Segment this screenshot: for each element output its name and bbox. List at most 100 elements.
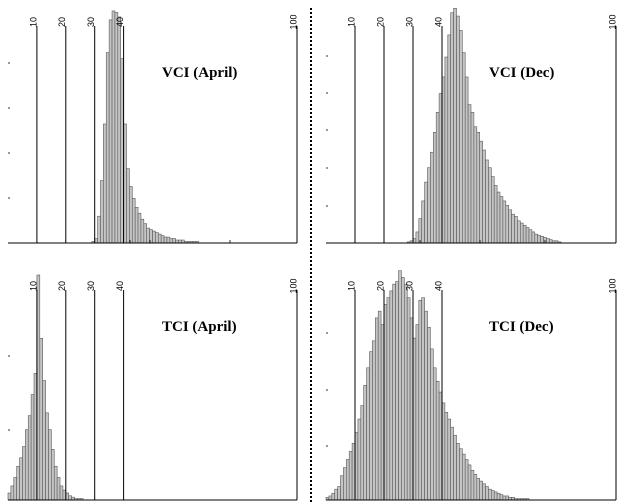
histogram-bar (470, 112, 475, 244)
histogram-bar (505, 495, 509, 501)
histogram-bar (502, 495, 507, 501)
histogram-bar (496, 492, 501, 501)
reference-label-30: 30 (86, 281, 96, 291)
histogram-bar (415, 324, 420, 501)
histogram-bar (398, 270, 402, 501)
histogram-bar (537, 234, 541, 244)
reference-label-100: 100 (288, 278, 298, 293)
histogram-bar (155, 232, 159, 244)
histogram-bar (418, 300, 422, 501)
histogram-bar (418, 218, 422, 244)
histogram-bar (392, 283, 396, 501)
reference-label-100: 100 (607, 278, 617, 293)
histogram-bar (502, 200, 507, 244)
histogram-bar (421, 200, 425, 244)
reference-label-10: 10 (346, 281, 356, 291)
histogram-bar (499, 494, 504, 501)
histogram-bar (435, 381, 440, 501)
histogram-bar (146, 227, 150, 244)
histogram-bar (377, 310, 382, 501)
histogram-bar (111, 10, 116, 244)
histogram-bar (53, 465, 58, 501)
histogram-bar (169, 238, 174, 244)
histogram-bar (131, 198, 136, 244)
histogram-bar (48, 429, 52, 501)
histogram-bar (403, 283, 408, 501)
panel-title: TCI (April) (162, 319, 237, 335)
reference-label-20: 20 (375, 281, 385, 291)
histogram-bar (421, 297, 425, 501)
histogram-bar (490, 490, 495, 501)
histogram-bar (432, 367, 437, 501)
histogram-bar (415, 231, 420, 244)
histogram-bar (395, 281, 399, 501)
histogram-bar (482, 483, 486, 501)
histogram-bar (432, 132, 437, 244)
histogram-bar (519, 222, 524, 244)
histogram-bar (482, 149, 486, 244)
histogram-bar (369, 351, 373, 501)
histogram-bar (459, 30, 463, 244)
vci-april-panel: 10 20 30 40 100 VCI (April) (8, 10, 298, 244)
reference-label-10: 10 (346, 17, 356, 27)
histogram-bar (488, 488, 492, 501)
histogram-bar (160, 235, 165, 244)
histogram-bar (424, 181, 428, 244)
histogram-bar (490, 176, 495, 244)
histogram-bar (479, 140, 483, 244)
histogram-bar (540, 236, 544, 244)
histogram-bar (430, 151, 434, 244)
histogram-bar (25, 429, 29, 501)
reference-label-10: 10 (28, 281, 38, 291)
histogram-bar (13, 477, 17, 501)
histogram-bar (447, 418, 451, 501)
reference-label-30: 30 (404, 17, 414, 27)
histogram-bar (473, 126, 478, 244)
reference-label-40: 40 (115, 17, 125, 27)
histogram-bar (467, 104, 472, 244)
histogram-bar (140, 218, 145, 244)
histogram-bar (340, 475, 344, 501)
reference-label-30: 30 (86, 17, 96, 27)
histogram-bar (461, 52, 466, 244)
histogram-bar (461, 453, 466, 501)
histogram-bar (464, 76, 469, 244)
histogram-bar (479, 480, 483, 501)
histogram-bar (348, 451, 353, 501)
histogram-bar (328, 495, 333, 501)
histogram-bar (470, 470, 475, 501)
histogram-bar (42, 380, 46, 501)
histogram-bar (485, 486, 489, 501)
histogram-bar (459, 448, 463, 501)
histogram-bar (163, 236, 168, 244)
histogram-bar (427, 167, 431, 244)
histogram-bar (374, 317, 379, 501)
histogram-bar (51, 449, 55, 501)
histogram-bar (499, 196, 504, 244)
histogram-bar (100, 180, 104, 244)
histogram-bar (345, 459, 350, 501)
histogram-bar (39, 338, 43, 501)
histogram-bar (97, 215, 101, 244)
histogram-bar (447, 34, 451, 244)
histogram-bar (172, 238, 176, 244)
histogram-bar (59, 485, 64, 501)
histogram-bar (401, 277, 405, 501)
histogram-bar (467, 464, 472, 501)
panel-title: VCI (April) (162, 65, 237, 81)
histogram-bar (444, 412, 449, 501)
histogram-bar (360, 405, 364, 501)
histogram-bar (363, 385, 367, 501)
histogram-bar (56, 477, 61, 501)
histogram-bar (430, 348, 434, 501)
histogram-bar (453, 8, 457, 244)
histogram-bar (389, 290, 393, 501)
tci-april-panel: 10 20 30 40 100 TCI (April) (7, 274, 298, 501)
histogram-bar (19, 457, 23, 501)
histogram-bar (476, 132, 480, 244)
histogram-bar (372, 340, 376, 501)
histogram-bar (334, 488, 338, 501)
histogram-bar (16, 465, 20, 501)
histogram-bar (45, 412, 49, 501)
